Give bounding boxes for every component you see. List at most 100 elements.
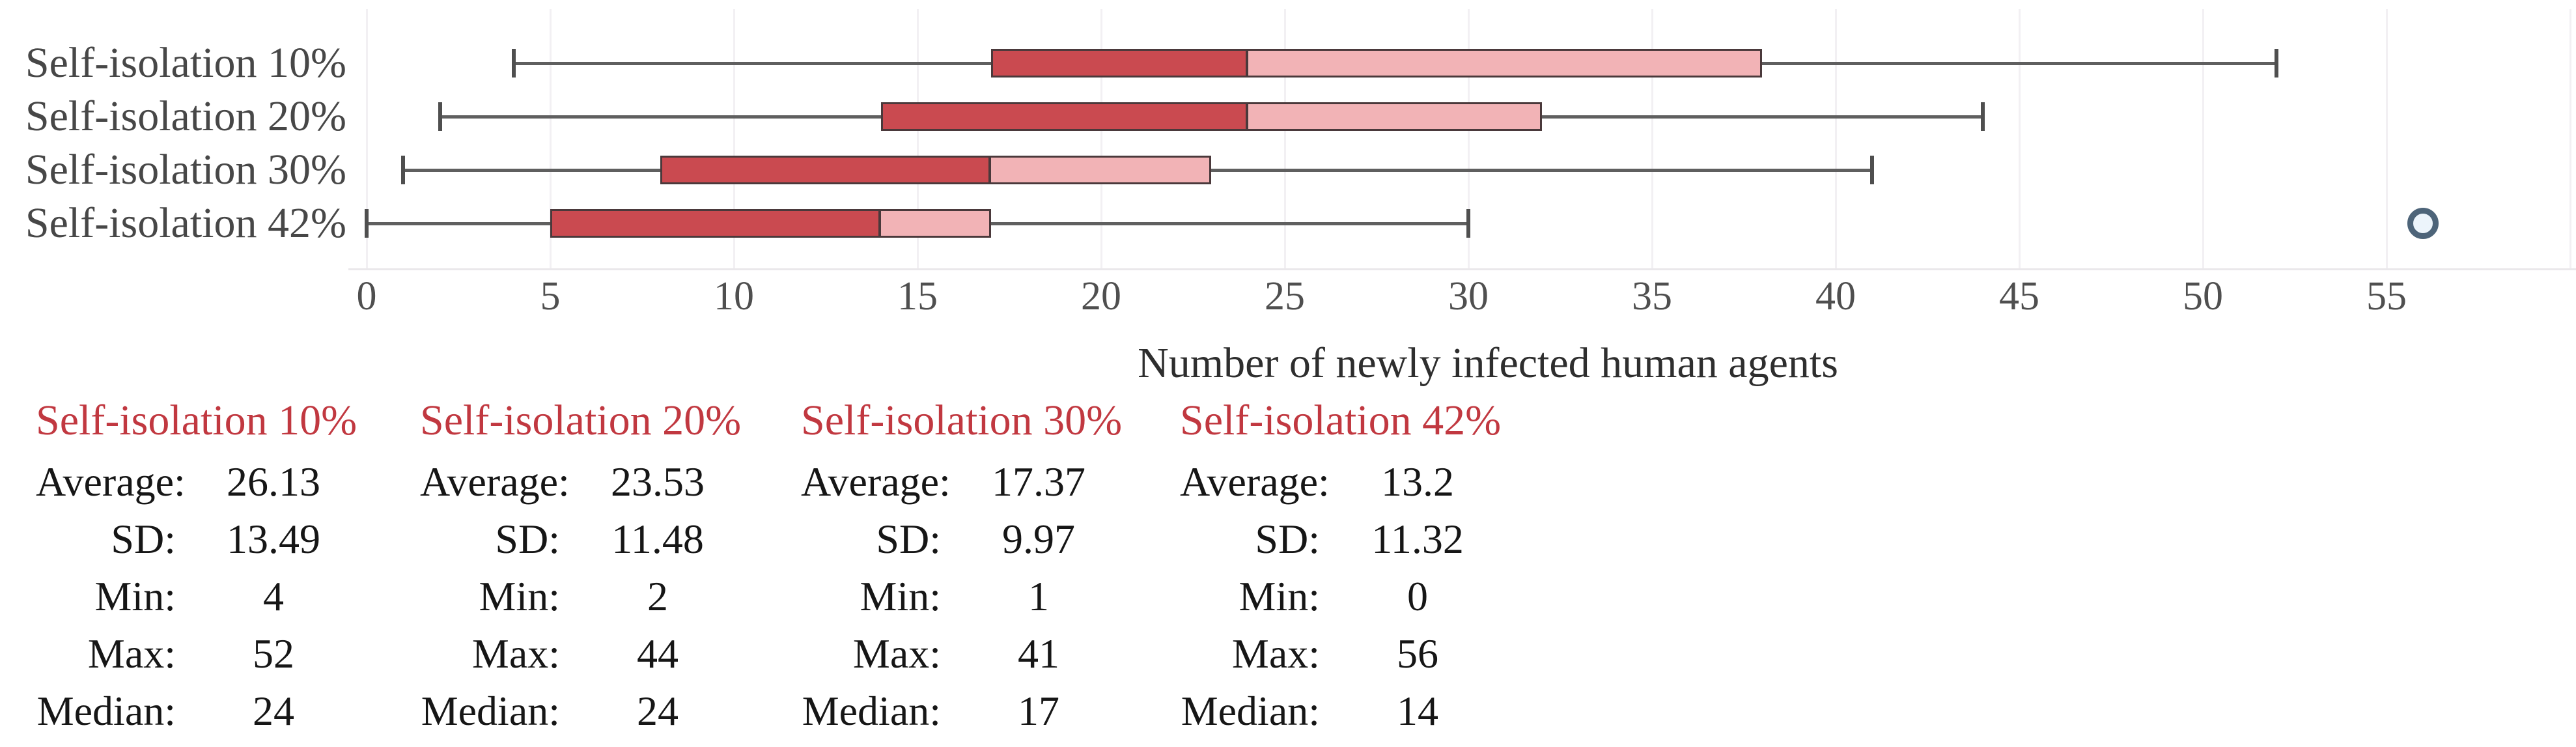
stats-header: Self-isolation 42% xyxy=(1180,397,1502,444)
x-gridline xyxy=(917,9,919,268)
stat-row: Min: 4 xyxy=(36,568,400,625)
stats-rows: Average: 26.13 SD: 13.49 Min: 4 Max: 52 Median: 2… xyxy=(36,453,400,740)
stat-value: 23.53 xyxy=(611,458,705,505)
stat-row: Min: 1 xyxy=(801,568,1166,625)
whisker-high-line xyxy=(1762,62,2276,65)
x-tick-label: 35 xyxy=(1632,274,1672,318)
stats-header: Self-isolation 20% xyxy=(420,397,742,444)
stat-value: 41 xyxy=(1018,630,1059,677)
stat-row: SD: 9.97 xyxy=(801,511,1166,568)
x-gridline xyxy=(2202,9,2204,268)
stat-row: SD: 11.32 xyxy=(1180,511,1545,568)
stat-value: 56 xyxy=(1397,630,1438,677)
x-gridline xyxy=(733,9,735,268)
x-gridline xyxy=(1835,9,1837,268)
stat-value: 44 xyxy=(637,630,679,677)
x-tick-label: 55 xyxy=(2366,274,2407,318)
stat-row: Min: 0 xyxy=(1180,568,1545,625)
x-axis-baseline xyxy=(348,268,2576,270)
stat-row: Median: 17 xyxy=(801,683,1166,740)
stat-label: Average: xyxy=(801,458,951,505)
stat-value: 4 xyxy=(263,573,284,619)
x-gridline xyxy=(1284,9,1286,268)
stat-value: 17 xyxy=(1018,688,1059,734)
stat-label: Average: xyxy=(36,458,186,505)
x-tick-label: 40 xyxy=(1815,274,1856,318)
stat-row: SD: 13.49 xyxy=(36,511,400,568)
stats-rows: Average: 13.2 SD: 11.32 Min: 0 Max: 56 Median: 14 xyxy=(1180,453,1545,740)
stat-row: Average: 26.13 xyxy=(36,453,400,511)
stat-label: SD: xyxy=(876,516,941,562)
x-tick-label: 10 xyxy=(714,274,754,318)
stat-label: Min: xyxy=(860,573,941,619)
stat-row: Average: 13.2 xyxy=(1180,453,1545,511)
whisker-cap xyxy=(1870,156,1875,184)
stat-label: Average: xyxy=(1180,458,1330,505)
whisker-high-line xyxy=(1211,169,1873,172)
x-tick-label: 50 xyxy=(2183,274,2223,318)
stat-value: 11.32 xyxy=(1371,516,1464,562)
box-q1-median xyxy=(880,102,1248,131)
stats-block: Self-isolation 10% Average: 26.13 SD: 13.49 M… xyxy=(36,396,400,740)
x-tick-label: 15 xyxy=(897,274,938,318)
outlier-point xyxy=(2407,208,2439,239)
stat-label: Median: xyxy=(36,688,176,734)
stat-value: 13.2 xyxy=(1381,458,1454,505)
whisker-cap xyxy=(1466,209,1470,238)
stat-value: 26.13 xyxy=(227,458,320,505)
stat-label: Average: xyxy=(420,458,570,505)
stat-label: Median: xyxy=(802,688,941,734)
stat-label: Min: xyxy=(1239,573,1320,619)
stat-row: Median: 14 xyxy=(1180,683,1545,740)
stat-label: Max: xyxy=(1231,630,1320,677)
stat-label: Min: xyxy=(479,573,560,619)
stat-label: SD: xyxy=(495,516,560,562)
stat-value: 0 xyxy=(1407,573,1428,619)
stat-row: Average: 17.37 xyxy=(801,453,1166,511)
stat-label: Max: xyxy=(471,630,560,677)
stat-row: Average: 23.53 xyxy=(420,453,785,511)
stat-label: Max: xyxy=(852,630,941,677)
whisker-cap xyxy=(511,49,516,78)
stat-row: Min: 2 xyxy=(420,568,785,625)
stat-row: Median: 24 xyxy=(420,683,785,740)
whisker-low-line xyxy=(440,115,881,119)
whisker-cap xyxy=(1980,102,1985,131)
stat-row: Max: 44 xyxy=(420,625,785,683)
stats-block: Self-isolation 42% Average: 13.2 SD: 11.32 Mi… xyxy=(1180,396,1545,740)
stat-label: SD: xyxy=(1255,516,1320,562)
box-q1-median xyxy=(990,49,1248,78)
x-tick-label: 30 xyxy=(1448,274,1489,318)
whisker-low-line xyxy=(513,62,991,65)
x-tick-label: 20 xyxy=(1081,274,1121,318)
stat-label: Median: xyxy=(1181,688,1320,734)
stats-header: Self-isolation 10% xyxy=(36,397,357,444)
category-label: Self-isolation 42% xyxy=(25,199,346,247)
x-gridline xyxy=(1468,9,1470,268)
stat-value: 24 xyxy=(637,688,679,734)
box-median-q3 xyxy=(1248,102,1542,131)
stats-rows: Average: 23.53 SD: 11.48 Min: 2 Max: 44 Median: 2… xyxy=(420,453,785,740)
box-q1-median xyxy=(660,156,991,184)
stat-value: 14 xyxy=(1397,688,1438,734)
stat-label: SD: xyxy=(111,516,176,562)
stat-label: Min: xyxy=(94,573,176,619)
x-gridline xyxy=(2019,9,2021,268)
stat-value: 13.49 xyxy=(227,516,320,562)
stat-row: SD: 11.48 xyxy=(420,511,785,568)
stat-label: Median: xyxy=(421,688,560,734)
whisker-low-line xyxy=(403,169,661,172)
stat-value: 11.48 xyxy=(611,516,704,562)
stat-value: 52 xyxy=(253,630,294,677)
box-median-q3 xyxy=(990,156,1212,184)
whisker-cap xyxy=(365,209,369,238)
stat-row: Max: 41 xyxy=(801,625,1166,683)
x-axis-title: Number of newly infected human agents xyxy=(1138,339,1838,387)
x-tick-label: 25 xyxy=(1265,274,1305,318)
whisker-cap xyxy=(2274,49,2278,78)
x-tick-label: 0 xyxy=(356,274,377,318)
x-gridline xyxy=(1100,9,1102,268)
stats-rows: Average: 17.37 SD: 9.97 Min: 1 Max: 41 Median: 17 xyxy=(801,453,1166,740)
x-gridline xyxy=(2386,9,2388,268)
